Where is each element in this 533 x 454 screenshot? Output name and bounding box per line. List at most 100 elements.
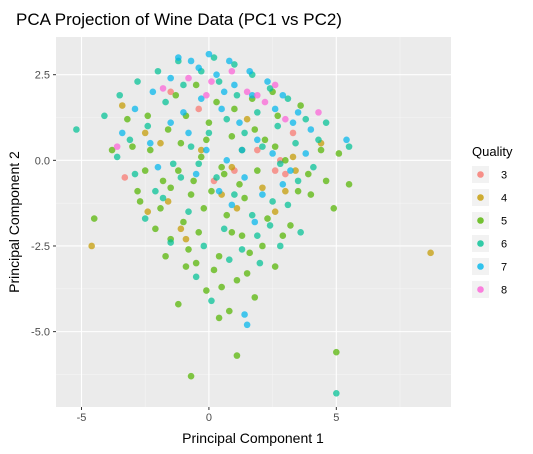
point-quality-7 <box>203 146 210 154</box>
point-quality-6 <box>276 242 284 250</box>
point-quality-5 <box>215 252 223 260</box>
point-quality-5 <box>134 187 141 195</box>
legend: Quality 3 4 5 6 7 8 <box>472 144 513 298</box>
point-quality-4 <box>289 153 297 161</box>
point-quality-6 <box>302 115 310 123</box>
point-quality-6 <box>248 211 256 219</box>
point-quality-5 <box>304 170 312 178</box>
point-quality-5 <box>203 136 210 144</box>
point-quality-6 <box>259 143 266 150</box>
point-quality-6 <box>254 232 261 240</box>
point-quality-5 <box>223 211 231 219</box>
point-quality-4 <box>427 249 434 257</box>
point-quality-6 <box>187 143 195 150</box>
data-points <box>73 50 434 397</box>
point-quality-7 <box>287 167 294 174</box>
point-quality-5 <box>322 177 330 185</box>
point-quality-3 <box>254 146 261 154</box>
point-quality-5 <box>162 252 169 260</box>
point-quality-5 <box>251 294 259 301</box>
point-quality-6 <box>220 225 228 233</box>
point-quality-7 <box>231 81 238 89</box>
point-quality-8 <box>159 85 167 92</box>
point-quality-7 <box>185 129 192 137</box>
point-quality-5 <box>236 181 243 188</box>
point-quality-3 <box>195 105 203 113</box>
point-quality-6 <box>205 129 213 137</box>
point-quality-7 <box>220 88 228 96</box>
point-quality-7 <box>180 109 187 116</box>
x-tick-label: 5 <box>333 412 339 424</box>
point-quality-5 <box>136 198 144 205</box>
point-quality-6 <box>213 174 220 181</box>
point-quality-5 <box>205 119 213 126</box>
point-quality-6 <box>225 256 233 263</box>
point-quality-5 <box>330 204 338 212</box>
point-quality-5 <box>190 177 197 185</box>
y-tick-label: 0.0 <box>35 155 50 167</box>
y-tick-label: 2.5 <box>35 70 50 82</box>
point-quality-6 <box>192 273 200 281</box>
point-quality-6 <box>266 85 274 92</box>
point-quality-7 <box>238 146 246 154</box>
point-quality-5 <box>271 263 279 270</box>
point-quality-7 <box>343 136 350 144</box>
point-quality-5 <box>264 215 271 222</box>
point-quality-4 <box>118 102 126 109</box>
point-quality-8 <box>185 74 192 82</box>
x-axis-ticks: -5 0 5 <box>77 407 339 424</box>
point-quality-5 <box>228 228 236 236</box>
point-quality-5 <box>251 126 259 133</box>
point-quality-4 <box>157 139 164 147</box>
point-quality-6 <box>297 228 304 236</box>
point-quality-6 <box>162 98 169 106</box>
point-quality-5 <box>210 266 218 274</box>
point-quality-7 <box>241 174 248 181</box>
point-quality-4 <box>282 187 289 195</box>
point-quality-7 <box>241 311 248 318</box>
point-quality-5 <box>335 150 343 157</box>
point-quality-4 <box>88 242 95 250</box>
point-quality-6 <box>116 91 124 99</box>
point-quality-5 <box>231 105 238 113</box>
legend-label-quality-3: 3 <box>501 170 507 182</box>
point-quality-5 <box>294 187 302 195</box>
point-quality-6 <box>322 119 330 126</box>
point-quality-5 <box>208 187 215 195</box>
point-quality-7 <box>118 129 126 137</box>
point-quality-4 <box>182 235 190 243</box>
point-quality-8 <box>243 88 251 96</box>
point-quality-7 <box>215 187 223 195</box>
point-quality-6 <box>185 208 192 216</box>
point-quality-5 <box>90 215 98 222</box>
point-quality-5 <box>146 146 154 154</box>
point-quality-4 <box>141 129 149 137</box>
point-quality-7 <box>228 201 236 209</box>
point-quality-6 <box>208 297 215 305</box>
legend-key-quality-6 <box>477 240 484 247</box>
point-quality-5 <box>192 81 200 89</box>
point-quality-7 <box>131 105 139 113</box>
point-quality-3 <box>121 174 129 181</box>
point-quality-7 <box>197 95 205 102</box>
point-quality-7 <box>218 105 225 113</box>
y-axis-title: Principal Component 2 <box>6 151 22 293</box>
point-quality-6 <box>167 239 174 246</box>
point-quality-5 <box>159 177 167 185</box>
legend-key-quality-7 <box>477 263 484 270</box>
y-tick-label: -2.5 <box>31 241 50 253</box>
legend-label-quality-7: 7 <box>501 262 507 274</box>
point-quality-4 <box>271 208 279 216</box>
point-quality-7 <box>205 50 213 58</box>
legend-key-quality-3 <box>477 171 484 178</box>
point-quality-5 <box>238 232 246 240</box>
point-quality-6 <box>276 160 284 168</box>
point-quality-6 <box>152 187 159 195</box>
legend-key-quality-4 <box>477 194 484 201</box>
point-quality-5 <box>259 242 266 250</box>
point-quality-5 <box>108 146 116 154</box>
point-quality-5 <box>218 283 225 291</box>
point-quality-7 <box>225 57 233 65</box>
point-quality-7 <box>279 91 287 99</box>
legend-label-quality-8: 8 <box>501 285 507 297</box>
